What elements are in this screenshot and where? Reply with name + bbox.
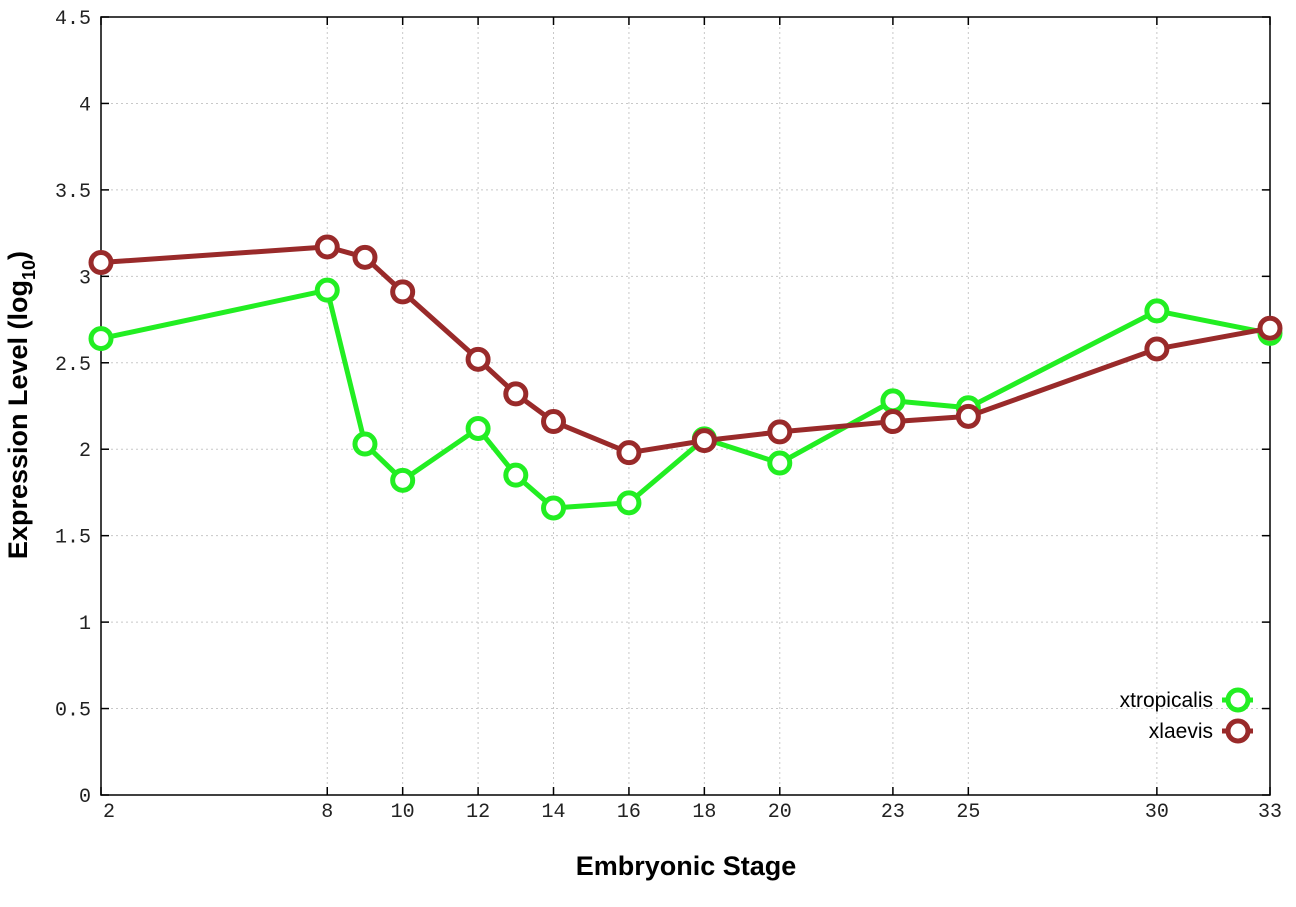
y-tick-label: 3 [79,267,91,290]
y-tick-label: 2.5 [55,354,91,377]
legend-item-xtropicalis: xtropicalis [1120,687,1253,713]
y-tick-label: 1.5 [55,527,91,550]
y-tick-label: 3.5 [55,181,91,204]
data-point [88,326,114,352]
legend-swatch-marker [1225,718,1251,744]
data-point [503,381,529,407]
legend: xtropicalis xlaevis [1120,687,1253,744]
x-tick-label: 2 [103,801,115,824]
data-point [390,279,416,305]
legend-label: xtropicalis [1120,689,1213,712]
data-point [1144,298,1170,324]
data-point [541,495,567,521]
legend-item-xlaevis: xlaevis [1149,718,1253,744]
y-axis-title: Expression Level (log10) [3,251,39,559]
x-tick-label: 23 [881,801,905,824]
data-point [390,467,416,493]
data-point [314,277,340,303]
data-point [503,462,529,488]
x-tick-label: 14 [542,801,566,824]
y-tick-label: 0.5 [55,700,91,723]
axis-ticks: 0 0.5 1 1.5 2 2.5 3 3.5 4 4.5 2 8 10 12 14 16 18 20 23 25 30… [55,8,1282,824]
y-tick-label: 2 [79,440,91,463]
data-point [88,250,114,276]
x-tick-label: 20 [768,801,792,824]
x-tick-label: 25 [956,801,980,824]
y-axis-title-suffix: ) [3,251,33,260]
y-axis-title-subscript: 10 [19,260,39,280]
plot-frame [100,16,1271,796]
data-point [955,403,981,429]
data-point [465,415,491,441]
x-tick-label: 33 [1258,801,1282,824]
y-axis-title-main: Expression Level (log [3,280,33,559]
x-tick-label: 16 [617,801,641,824]
y-tick-label: 4 [79,94,91,117]
data-point [880,409,906,435]
x-tick-label: 18 [692,801,716,824]
data-point [616,490,642,516]
data-point [767,450,793,476]
x-tick-label: 12 [466,801,490,824]
x-tick-label: 10 [391,801,415,824]
series-xlaevis [88,234,1283,466]
y-tick-label: 1 [79,613,91,636]
data-point [1144,336,1170,362]
data-point [767,419,793,445]
data-point [352,431,378,457]
data-point [880,388,906,414]
data-point [691,428,717,454]
series-group [88,234,1283,521]
data-point [352,244,378,270]
data-point [541,409,567,435]
legend-swatch-marker [1225,687,1251,713]
y-tick-label: 0 [79,786,91,809]
x-tick-label: 8 [321,801,333,824]
x-axis-title: Embryonic Stage [576,851,797,881]
data-point [616,440,642,466]
data-point [314,234,340,260]
legend-label: xlaevis [1149,720,1213,743]
y-tick-label: 4.5 [55,8,91,31]
data-point [1257,315,1283,341]
x-tick-label: 30 [1145,801,1169,824]
data-point [465,346,491,372]
